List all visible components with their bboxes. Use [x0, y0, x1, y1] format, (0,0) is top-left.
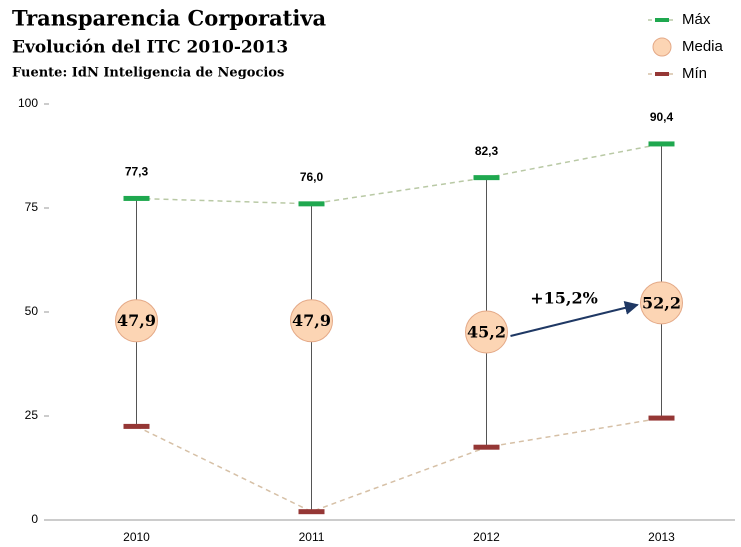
x-tick-label: 2010	[123, 530, 150, 542]
mean-marker	[640, 281, 683, 325]
min-marker	[298, 509, 325, 515]
mean-label: 52,2	[642, 293, 681, 312]
chart-subtitle: Evolución del ITC 2010-2013	[12, 38, 288, 58]
y-tick-label: 25	[25, 408, 39, 422]
max-label: 76,0	[300, 170, 324, 184]
max-line	[136, 143, 662, 205]
mean-label: 47,9	[292, 311, 331, 330]
x-tick-label: 2011	[299, 530, 325, 542]
min-marker	[123, 423, 150, 429]
y-tick-label: 0	[31, 512, 38, 526]
min-marker	[648, 415, 675, 421]
chart-source: Fuente: IdN Inteligencia de Negocios	[12, 66, 284, 81]
min-line	[136, 417, 662, 513]
legend-label: Máx	[682, 11, 711, 28]
chart-title: Transparencia Corporativa	[12, 6, 327, 31]
y-tick-label: 50	[25, 304, 39, 318]
legend-swatch	[655, 72, 669, 76]
legend-swatch	[652, 37, 672, 57]
legend-label: Media	[682, 38, 724, 55]
annotation: +15,2%	[530, 288, 598, 307]
x-tick-label: 2013	[648, 530, 675, 542]
mean-marker	[290, 299, 333, 343]
max-marker	[648, 141, 675, 147]
mean-marker	[115, 299, 158, 343]
y-tick-label: 75	[25, 200, 39, 214]
max-label: 82,3	[475, 144, 499, 158]
max-label: 90,4	[650, 110, 674, 124]
legend-swatch	[655, 18, 669, 22]
max-marker	[123, 195, 150, 201]
x-tick-label: 2012	[473, 530, 500, 542]
y-tick-label: 100	[18, 96, 38, 110]
annotation-arrow	[510, 301, 639, 337]
legend-label: Mín	[682, 65, 707, 82]
mean-label: 45,2	[467, 322, 506, 341]
max-marker	[473, 175, 500, 181]
max-marker	[298, 201, 325, 207]
mean-label: 47,9	[117, 311, 156, 330]
min-marker	[473, 444, 500, 450]
max-label: 77,3	[125, 165, 149, 179]
mean-marker	[465, 310, 508, 354]
